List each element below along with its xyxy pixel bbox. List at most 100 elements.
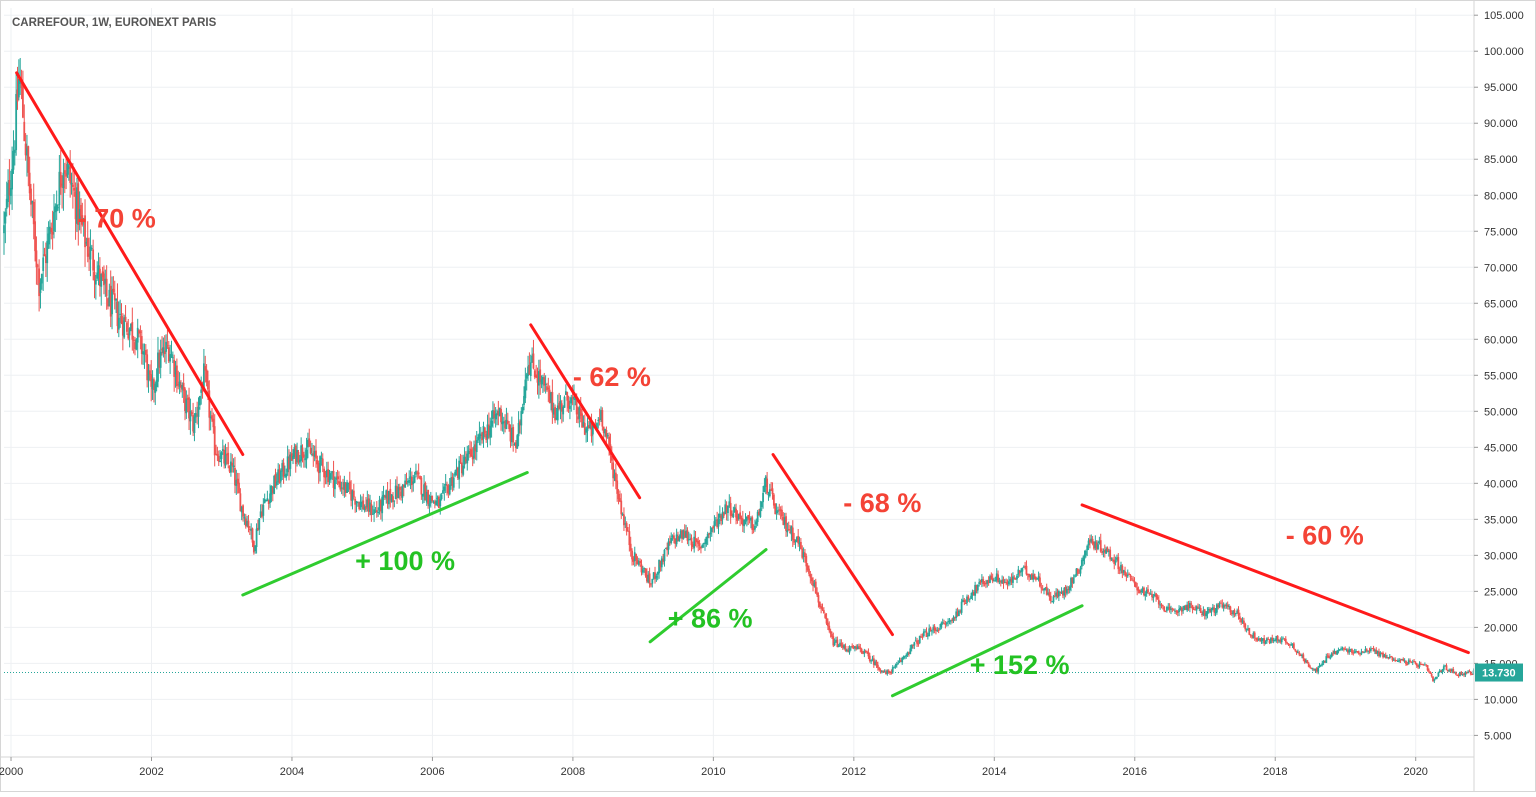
candle-body: [735, 508, 737, 518]
candle-body: [1410, 661, 1413, 663]
candle-body: [466, 453, 469, 464]
candle-body: [26, 148, 28, 156]
candle-body: [431, 495, 434, 502]
candle-body: [1106, 547, 1109, 551]
candle-body: [1369, 648, 1372, 651]
candle-body: [536, 376, 539, 383]
candle-body: [236, 478, 239, 484]
candle-body: [53, 211, 55, 232]
candle-body: [681, 530, 683, 539]
candle-body: [1187, 605, 1190, 609]
candle-body: [697, 541, 700, 544]
candle-body: [528, 364, 531, 375]
candle-body: [602, 426, 605, 434]
candle-body: [474, 444, 477, 452]
candle-body: [459, 462, 462, 464]
candle-body: [500, 408, 502, 423]
candle-body: [560, 403, 563, 412]
candle-body: [1176, 611, 1179, 614]
candle-body: [822, 610, 825, 614]
candle-body: [525, 374, 528, 379]
candle-body: [267, 500, 270, 504]
candle-body: [1310, 667, 1313, 669]
price-tick-label: 10.000: [1484, 694, 1518, 706]
candle-body: [1012, 576, 1014, 583]
candle-body: [30, 188, 32, 205]
candle-body: [92, 249, 95, 271]
candle-body: [273, 475, 276, 494]
candle-body: [388, 490, 390, 505]
candle-body: [383, 495, 386, 498]
candle-body: [997, 574, 999, 582]
candle-body: [953, 617, 956, 619]
candle-body: [1025, 565, 1028, 575]
candle-body: [737, 514, 740, 520]
candle-body: [211, 415, 213, 420]
candle-body: [1446, 670, 1449, 672]
candle-body: [1141, 588, 1144, 592]
candle-body: [417, 472, 420, 475]
candle-body: [1117, 557, 1120, 570]
candle-body: [358, 502, 361, 510]
price-tick-label: 80.000: [1484, 190, 1518, 202]
candle-body: [39, 282, 42, 294]
candle-body: [347, 482, 350, 484]
candle-body: [23, 121, 26, 142]
candle-body: [774, 503, 777, 515]
candle-body: [5, 198, 8, 209]
candle-body: [910, 644, 913, 649]
candle-body: [783, 517, 786, 525]
candle-body: [463, 456, 466, 465]
candle-body: [471, 455, 474, 460]
candle-body: [178, 381, 181, 387]
time-tick-label: 2008: [561, 766, 585, 778]
candle-body: [128, 328, 131, 336]
candle-body: [416, 472, 419, 474]
candle-body: [552, 408, 555, 415]
candle-body: [947, 621, 950, 623]
candle-body: [917, 643, 920, 645]
candle-body: [837, 645, 840, 647]
bear-trend-line: [529, 323, 642, 500]
candle-body: [1163, 606, 1166, 612]
candle-body: [781, 509, 783, 517]
candle-body: [722, 513, 725, 516]
candle-body: [393, 500, 396, 502]
candle-body: [1326, 655, 1329, 657]
candle-body: [1211, 607, 1214, 610]
candle-body: [192, 415, 194, 432]
candle-body: [951, 619, 954, 621]
candle-body: [61, 183, 63, 186]
candle-body: [713, 521, 716, 527]
candle-body: [1111, 559, 1114, 561]
candle-body: [832, 636, 835, 646]
candle-body: [1062, 591, 1064, 596]
candle-body: [1171, 608, 1174, 610]
price-tick-label: 25.000: [1484, 586, 1518, 598]
candle-body: [50, 227, 53, 233]
candle-body: [382, 494, 385, 498]
candle-body: [1043, 589, 1045, 591]
candle-body: [419, 475, 421, 479]
candle-body: [633, 552, 636, 561]
price-axis[interactable]: 5.00010.00015.00020.00025.00030.00035.00…: [1474, 10, 1524, 742]
candle-body: [635, 553, 638, 560]
candle-body: [1020, 570, 1022, 573]
candle-body: [1132, 579, 1135, 581]
time-axis[interactable]: 2000 2002 2004 2006 2008 2010 2012 2014 2016 2018…: [0, 757, 1428, 778]
candle-body: [978, 582, 981, 584]
candle-body: [344, 483, 347, 493]
candle-body: [147, 370, 150, 381]
candle-body: [1359, 653, 1361, 655]
candle-body: [797, 535, 800, 544]
candle-body: [1172, 609, 1175, 611]
candle-body: [277, 469, 280, 482]
candle-body: [654, 572, 656, 580]
candle-body: [671, 535, 674, 537]
candle-body: [1232, 610, 1234, 615]
candle-body: [428, 503, 431, 507]
candle-body: [271, 486, 274, 493]
candle-body: [351, 491, 354, 501]
candle-body: [1045, 586, 1048, 595]
candle-body: [925, 631, 928, 637]
